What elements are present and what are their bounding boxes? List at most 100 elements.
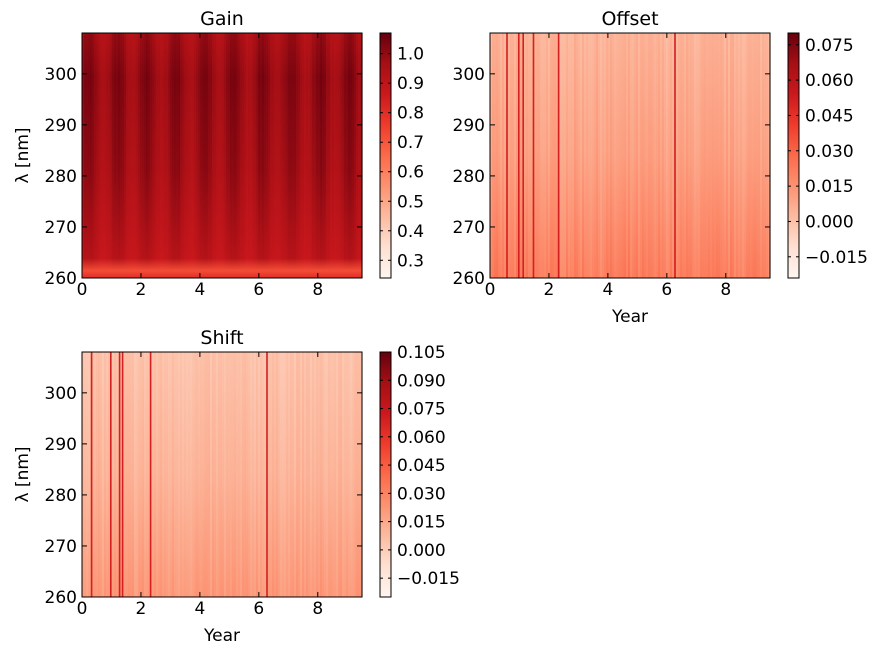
heatmap-column [94,352,97,597]
heatmap-column [358,352,361,597]
heatmap-column [162,352,165,597]
heatmap-column [92,352,95,597]
heatmap-column [214,352,217,597]
colorbar-tick-label: 0.075 [805,36,854,56]
heatmap-column [100,352,103,597]
colorbar-tick-label: 0.3 [397,251,424,271]
heatmap-column [176,33,179,278]
colorbar-tick-label: 0.000 [397,541,446,561]
heatmap-dark-column [266,352,268,597]
heatmap-column [220,33,223,278]
heatmap-column [106,352,109,597]
heatmap-column [224,33,227,278]
heatmap-column [750,33,753,278]
colorbar-tick-label: 0.8 [397,104,424,124]
heatmap-column [186,352,189,597]
heatmap-column [570,33,573,278]
heatmap-column [274,33,277,278]
heatmap-column [676,33,679,278]
heatmap-column [606,33,609,278]
heatmap-column [314,352,317,597]
heatmap-column [188,352,191,597]
heatmap-column [764,33,767,278]
heatmap-column [546,33,549,278]
heatmap-column [670,33,673,278]
heatmap-column [608,33,611,278]
heatmap-column [208,33,211,278]
heatmap-column [278,352,281,597]
heatmap-column [660,33,663,278]
heatmap-column [316,352,319,597]
heatmap-column [230,33,233,278]
heatmap-column [228,33,231,278]
x-axis-label: Year [203,626,240,646]
heatmap-column [168,33,171,278]
heatmap-column [212,33,215,278]
colorbar-tick-label: −0.015 [397,569,460,589]
heatmap-column [512,33,515,278]
heatmap-column [248,33,251,278]
heatmap-column [264,352,267,597]
heatmap-column [120,33,123,278]
colorbar-tick-label: 0.030 [805,142,854,162]
heatmap-column [504,33,507,278]
heatmap-column [184,33,187,278]
heatmap-column [268,352,271,597]
heatmap-column [598,33,601,278]
heatmap-column [158,352,161,597]
heatmap-column [348,33,351,278]
heatmap-dark-column [90,352,93,597]
heatmap-column [348,352,351,597]
heatmap-column [192,352,195,597]
heatmap-column [632,33,635,278]
heatmap-column [738,33,741,278]
heatmap-column [182,33,185,278]
heatmap-column [224,352,227,597]
heatmap-dark-column [557,33,560,278]
heatmap-column [656,33,659,278]
heatmap-column [150,33,153,278]
heatmap-column [114,33,117,278]
heatmap-column [712,33,715,278]
heatmap-column [490,33,493,278]
heatmap-column [578,33,581,278]
heatmap-column [502,33,505,278]
heatmap-column [356,33,359,278]
heatmap-column [534,33,537,278]
heatmap-column [276,352,279,597]
colorbar-tick-label: 0.015 [805,177,854,197]
heatmap-column [352,352,355,597]
heatmap-column [242,352,245,597]
heatmap-column [710,33,713,278]
heatmap-column [312,33,315,278]
heatmap-column [324,352,327,597]
heatmap-column [694,33,697,278]
heatmap-column [244,33,247,278]
heatmap-column [662,33,665,278]
heatmap-column [314,33,317,278]
colorbar-tick-label: 1.0 [397,45,424,65]
x-tick-label: 8 [312,599,323,619]
y-tick-label: 300 [45,65,77,85]
heatmap-column [170,33,173,278]
heatmap-column [86,33,89,278]
heatmap-column [172,352,175,597]
heatmap-column [668,33,671,278]
heatmap-column [324,33,327,278]
x-tick-label: 2 [136,599,147,619]
heatmap-column [154,33,157,278]
heatmap-column [590,33,593,278]
heatmap-column [746,33,749,278]
heatmap-column [132,33,135,278]
heatmap-column [316,33,319,278]
heatmap-column [706,33,709,278]
heatmap-column [248,352,251,597]
colorbar-tick-label: 0.7 [397,133,424,153]
heatmap-column [664,33,667,278]
heatmap-column [122,33,125,278]
heatmap-column [528,33,531,278]
heatmap-column [142,352,145,597]
heatmap-column [726,33,729,278]
y-tick-label: 270 [453,218,485,238]
heatmap-column [138,352,141,597]
